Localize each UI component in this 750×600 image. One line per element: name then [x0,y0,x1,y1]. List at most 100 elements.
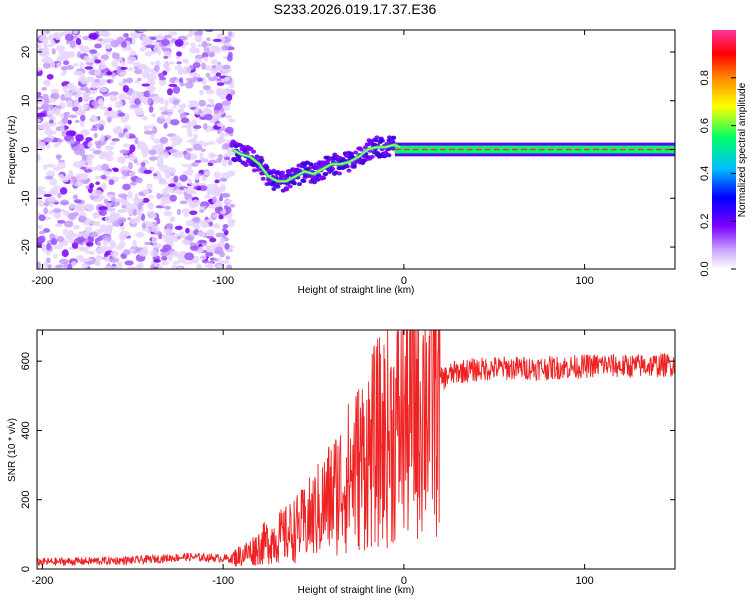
noise-speck [205,252,214,257]
noise-speck [207,230,214,237]
noise-speck [43,202,50,207]
spectrogram-y-tick-label: -20 [20,239,32,255]
colorbar-label: Normalized spectral amplitude [737,82,748,217]
noise-speck [199,89,204,96]
noise-speck [74,110,85,116]
noise-speck [135,216,142,221]
noise-speck [137,77,142,82]
noise-speck [94,123,102,128]
noise-speck [166,108,175,113]
noise-speck [172,238,179,242]
noise-speck [146,183,153,190]
noise-speck [222,80,232,85]
noise-speck [215,64,223,72]
transition-speck [330,166,336,171]
noise-speck [72,30,79,35]
noise-speck [79,61,84,70]
noise-speck [177,35,188,41]
noise-speck [147,202,154,210]
noise-speck [64,33,74,42]
noise-speck [109,114,119,119]
noise-speck [124,260,134,266]
noise-speck [106,79,112,84]
noise-speck [82,231,90,239]
noise-speck [74,233,83,238]
noise-speck [134,137,139,145]
noise-speck [155,34,164,42]
noise-speck [73,99,80,107]
noise-speck [48,115,57,121]
transition-speck [259,158,265,163]
noise-speck [104,43,112,50]
noise-speck [149,213,157,219]
noise-speck [221,100,232,106]
snr-y-tick-label: 200 [20,491,32,509]
noise-speck [224,76,230,82]
noise-speck [196,30,204,37]
noise-speck [145,39,155,44]
noise-speck [160,252,170,257]
noise-speck [110,250,119,258]
noise-speck [221,89,232,94]
noise-speck [162,152,170,159]
noise-speck [188,121,193,128]
noise-speck [44,175,54,180]
noise-speck [76,143,85,152]
noise-speck [148,149,157,156]
noise-speck [174,225,183,230]
noise-speck [222,227,227,232]
noise-speck [59,187,68,195]
noise-speck [104,266,111,269]
noise-speck [59,31,66,36]
noise-speck [221,45,229,51]
noise-speck [50,39,56,46]
noise-speck [102,38,112,44]
transition-speck [287,169,293,174]
noise-speck [128,67,134,72]
snr-x-tick-label: -100 [212,575,234,587]
noise-speck [65,130,76,137]
noise-speck [38,214,46,222]
noise-speck [69,138,75,145]
noise-speck [226,264,233,269]
noise-speck [74,237,84,245]
noise-speck [118,132,125,138]
noise-speck [81,263,89,269]
noise-speck [94,175,102,180]
noise-speck [42,261,48,268]
noise-speck [85,137,93,142]
noise-speck [37,67,42,72]
noise-speck [164,99,169,108]
noise-speck [72,62,79,67]
noise-speck [186,168,194,176]
noise-speck [204,65,213,71]
transition-speck [362,145,368,150]
colorbar-tick-label: 0.8 [699,70,711,85]
noise-speck [122,249,131,256]
noise-speck [79,75,87,79]
noise-speck [136,112,145,116]
noise-speck [46,110,51,116]
transition-speck [386,153,392,158]
noise-speck [212,38,222,43]
noise-speck [116,156,126,163]
noise-speck [98,30,108,37]
noise-speck [106,116,112,123]
noise-speck [143,130,153,135]
noise-speck [139,64,148,69]
noise-speck [45,257,51,264]
noise-speck [204,171,210,176]
noise-speck [150,249,159,258]
noise-speck [68,169,73,176]
noise-speck [192,143,203,151]
noise-speck [226,54,233,62]
noise-speck [57,139,64,143]
noise-speck [111,51,117,59]
noise-speck [107,206,115,213]
noise-speck [128,135,136,139]
noise-speck [122,183,131,191]
noise-speck [113,168,119,173]
noise-speck [68,238,75,244]
noise-speck [181,208,190,215]
noise-speck [126,96,132,101]
